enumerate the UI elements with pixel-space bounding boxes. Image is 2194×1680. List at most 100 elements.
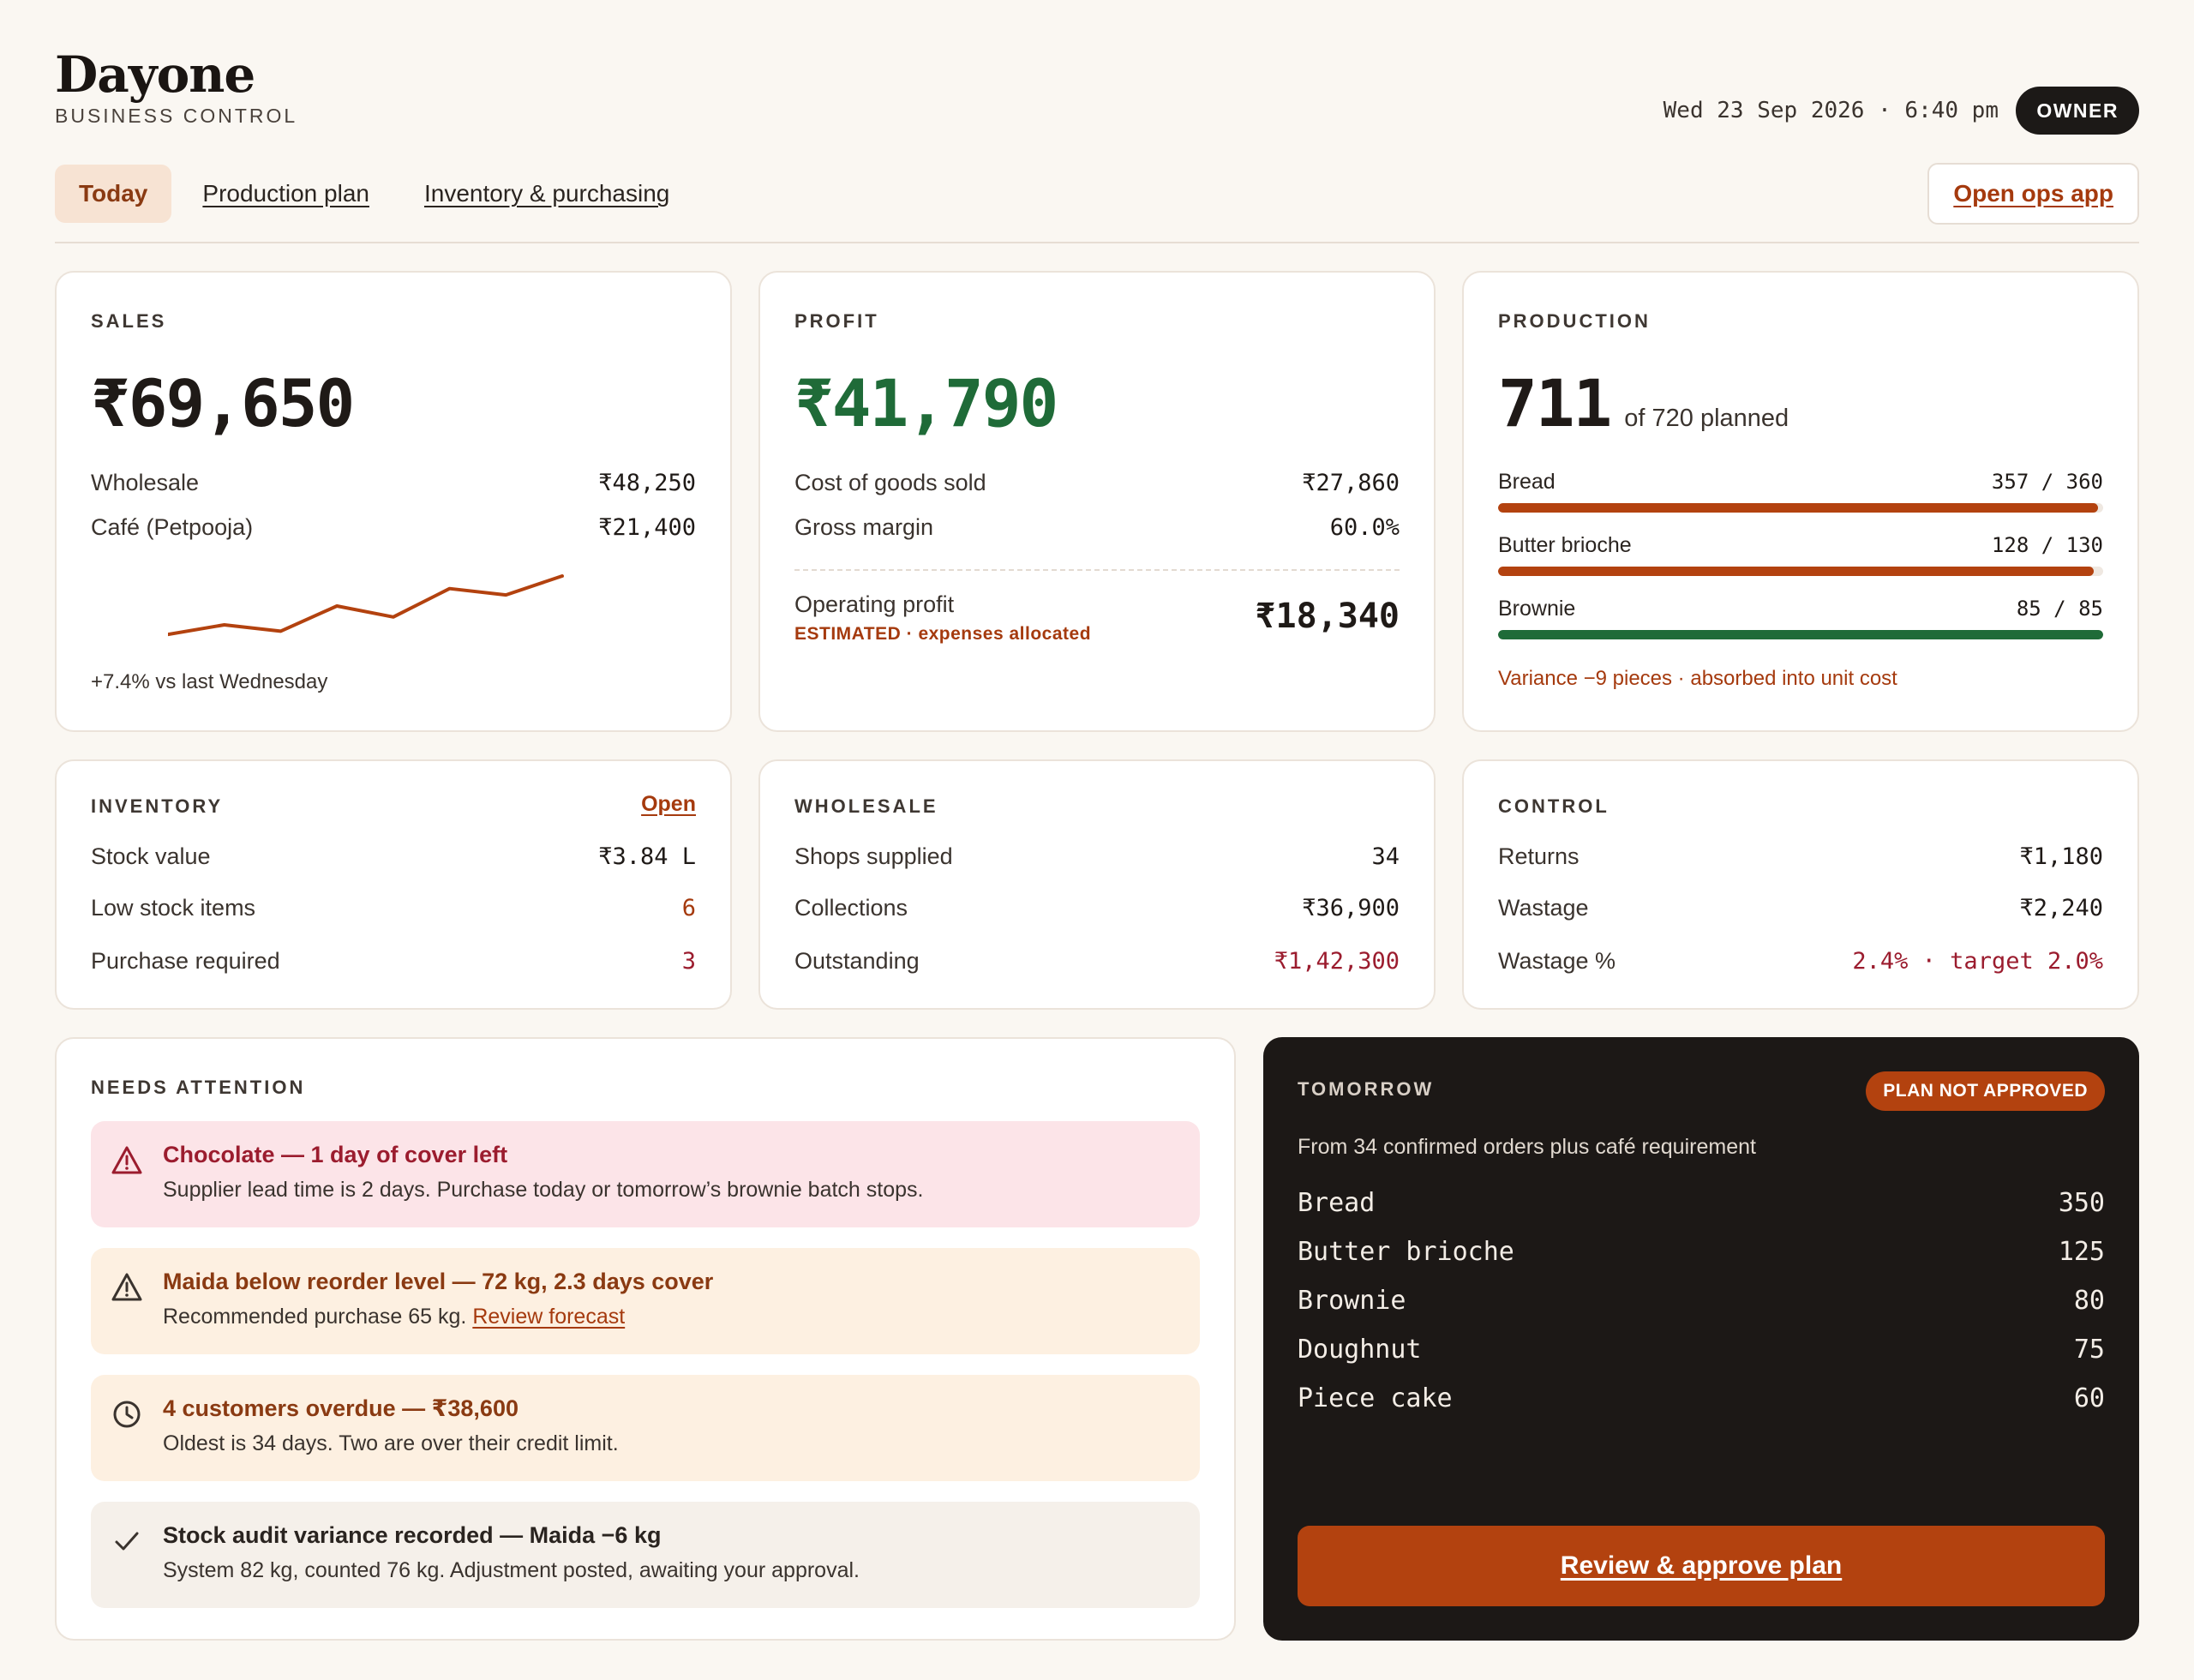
sales-row-label: Wholesale: [91, 470, 200, 495]
production-item-name: Butter brioche: [1498, 533, 1632, 557]
inventory-row-value: 6: [681, 895, 696, 921]
production-item-brownie: Brownie 85 / 85: [1498, 597, 2103, 639]
inventory-row-purchase-required: Purchase required 3: [91, 948, 696, 975]
profit-card: PROFIT ₹41,790 Cost of goods sold ₹27,86…: [758, 271, 1436, 732]
wholesale-row-outstanding: Outstanding ₹1,42,300: [794, 948, 1400, 975]
sales-row-value: ₹48,250: [598, 470, 696, 496]
control-row-wastage: Wastage ₹2,240: [1498, 895, 2103, 921]
open-ops-app-button[interactable]: Open ops app: [1927, 163, 2139, 225]
profit-dashed-divider: [794, 569, 1400, 571]
profit-row-value: 60.0%: [1329, 514, 1400, 541]
warning-triangle-icon: [111, 1146, 142, 1174]
control-row-label: Wastage: [1498, 895, 1589, 921]
operating-profit-value: ₹18,340: [1255, 597, 1400, 636]
tomorrow-item-piece-cake: Piece cake 60: [1298, 1383, 2105, 1413]
needs-attention-label: NEEDS ATTENTION: [91, 1077, 306, 1098]
current-datetime: Wed 23 Sep 2026 · 6:40 pm: [1663, 98, 1999, 123]
inventory-row-label: Purchase required: [91, 948, 280, 974]
tab-today[interactable]: Today: [55, 165, 172, 223]
wholesale-row-value: 34: [1371, 843, 1400, 870]
production-progress-track: [1498, 567, 2103, 576]
control-row-value: 2.4% · target 2.0%: [1852, 948, 2103, 975]
check-icon: [115, 1532, 139, 1551]
alert-stock-audit[interactable]: Stock audit variance recorded — Maida −6…: [91, 1502, 1200, 1608]
needs-attention-card: NEEDS ATTENTION Chocolate — 1 day of cov…: [55, 1037, 1236, 1641]
wholesale-row-label: Collections: [794, 895, 908, 921]
role-badge: OWNER: [2016, 87, 2139, 135]
alert-title: Chocolate — 1 day of cover left: [163, 1142, 508, 1167]
sales-label: SALES: [91, 310, 167, 332]
sales-row-cafe: Café (Petpooja) ₹21,400: [91, 514, 696, 541]
profit-row-cogs: Cost of goods sold ₹27,860: [794, 470, 1400, 496]
production-produced: 711: [1498, 365, 1612, 441]
review-approve-plan-button[interactable]: Review & approve plan: [1298, 1526, 2105, 1606]
production-progress-fill: [1498, 567, 2095, 576]
inventory-row-stock-value: Stock value ₹3.84 L: [91, 843, 696, 870]
profit-row-label: Gross margin: [794, 514, 934, 540]
tomorrow-label: TOMORROW: [1298, 1078, 1435, 1100]
brand-subtitle: BUSINESS CONTROL: [55, 105, 298, 127]
production-item-count: 357 / 360: [1991, 470, 2103, 494]
profit-total: ₹41,790: [794, 365, 1058, 441]
wholesale-row-label: Shops supplied: [794, 843, 953, 869]
alert-body: Oldest is 34 days. Two are over their cr…: [163, 1431, 619, 1455]
inventory-open-link[interactable]: Open: [641, 792, 696, 816]
production-item-bread: Bread 357 / 360: [1498, 470, 2103, 513]
profit-row-label: Cost of goods sold: [794, 470, 986, 495]
brand: Dayone BUSINESS CONTROL: [55, 46, 297, 128]
production-item-butter-brioche: Butter brioche 128 / 130: [1498, 533, 2103, 576]
production-item-name: Brownie: [1498, 597, 1576, 621]
inventory-row-value: 3: [681, 948, 696, 975]
brand-name: Dayone: [55, 45, 255, 104]
plan-status-badge: PLAN NOT APPROVED: [1866, 1071, 2105, 1111]
dashboard-page: Dayone BUSINESS CONTROL Wed 23 Sep 2026 …: [55, 0, 2139, 1680]
tomorrow-item-doughnut: Doughnut 75: [1298, 1335, 2105, 1365]
alert-body: System 82 kg, counted 76 kg. Adjustment …: [163, 1558, 860, 1582]
control-row-label: Returns: [1498, 843, 1580, 869]
control-row-label: Wastage %: [1498, 948, 1616, 974]
tomorrow-item-bread: Bread 350: [1298, 1188, 2105, 1218]
alert-body: Supplier lead time is 2 days. Purchase t…: [163, 1178, 924, 1202]
alert-customers-overdue[interactable]: 4 customers overdue — ₹38,600 Oldest is …: [91, 1375, 1200, 1481]
sales-row-value: ₹21,400: [598, 514, 696, 541]
inventory-row-label: Stock value: [91, 843, 211, 869]
inventory-row-low-stock: Low stock items 6: [91, 895, 696, 921]
production-card: PRODUCTION 711 of 720 planned Bread 357 /…: [1462, 271, 2139, 732]
control-row-wastage-pct: Wastage % 2.4% · target 2.0%: [1498, 948, 2103, 975]
wholesale-row-value: ₹36,900: [1302, 895, 1400, 921]
review-forecast-link[interactable]: Review forecast: [472, 1305, 626, 1329]
wholesale-label: WHOLESALE: [794, 795, 938, 817]
warning-triangle-icon: [111, 1273, 142, 1301]
profit-row-value: ₹27,860: [1302, 470, 1400, 496]
operating-profit-label: Operating profit: [794, 591, 955, 617]
alert-title: Stock audit variance recorded — Maida −6…: [163, 1522, 662, 1548]
profit-row-margin: Gross margin 60.0%: [794, 514, 1400, 541]
tab-inventory-purchasing[interactable]: Inventory & purchasing: [423, 180, 670, 207]
control-row-value: ₹1,180: [2019, 843, 2103, 870]
inventory-row-value: ₹3.84 L: [598, 843, 696, 870]
sales-sparkline: [168, 574, 564, 637]
wholesale-card: WHOLESALE Shops supplied 34 Collections …: [758, 759, 1436, 1010]
production-item-name: Bread: [1498, 470, 1556, 494]
alert-chocolate-cover[interactable]: Chocolate — 1 day of cover left Supplier…: [91, 1121, 1200, 1227]
sales-card: SALES ₹69,650 Wholesale ₹48,250 Café (Pe…: [55, 271, 732, 732]
wholesale-row-label: Outstanding: [794, 948, 920, 974]
tab-production-plan[interactable]: Production plan: [202, 180, 369, 207]
production-item-count: 128 / 130: [1991, 533, 2103, 557]
tomorrow-item-butter-brioche: Butter brioche 125: [1298, 1237, 2105, 1267]
inventory-card: INVENTORY Open Stock value ₹3.84 L Low s…: [55, 759, 732, 1010]
clock-icon: [113, 1401, 141, 1428]
tomorrow-card: TOMORROW PLAN NOT APPROVED From 34 confi…: [1263, 1037, 2139, 1641]
inventory-label: INVENTORY: [91, 795, 224, 817]
alert-maida-reorder: Maida below reorder level — 72 kg, 2.3 d…: [91, 1248, 1200, 1354]
production-progress-fill: [1498, 630, 2103, 639]
sales-row-wholesale: Wholesale ₹48,250: [91, 470, 696, 496]
alert-title: Maida below reorder level — 72 kg, 2.3 d…: [163, 1269, 714, 1294]
control-label: CONTROL: [1498, 795, 1610, 817]
nav-tabs: Today Production plan Inventory & purcha…: [55, 165, 724, 223]
production-label: PRODUCTION: [1498, 310, 1651, 332]
production-progress-track: [1498, 503, 2103, 513]
sales-trend-note: +7.4% vs last Wednesday: [91, 670, 328, 693]
operating-profit-note: ESTIMATED · expenses allocated: [794, 624, 1092, 644]
alert-title: 4 customers overdue — ₹38,600: [163, 1395, 519, 1421]
